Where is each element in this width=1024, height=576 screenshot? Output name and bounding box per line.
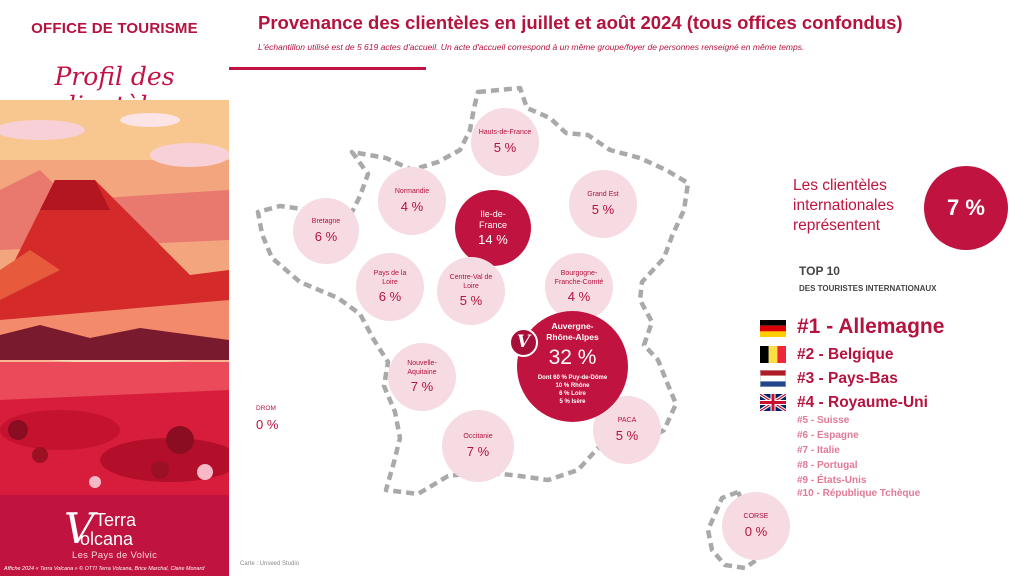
international-share-value: 7 % (947, 195, 985, 220)
region-detail: 5 % Isère (559, 399, 586, 405)
region-grand-est: Grand Est 5 % (569, 170, 637, 238)
uk-flag-icon (760, 394, 786, 411)
region-value: 4 % (400, 198, 424, 214)
region-name: Auvergne-Rhône-Alpes (546, 321, 599, 342)
region-value: 6 % (314, 228, 338, 244)
region-value: 0 % (744, 523, 768, 539)
region-value: 4 % (567, 289, 591, 304)
title-underline (229, 67, 426, 70)
top10-entry-4: #4 - Royaume-Uni (797, 394, 928, 411)
brand-tagline: Les Pays de Volvic (72, 550, 158, 561)
region-detail: 10 % Rhône (555, 383, 590, 389)
top10-entry-2: #2 - Belgique (797, 346, 894, 363)
international-share-badge: 7 % (924, 166, 1008, 250)
region-name: Nouvelle-Aquitaine (407, 360, 437, 376)
region-hauts-de-france: Hauts-de-France 5 % (471, 108, 539, 176)
page-title: Provenance des clientèles en juillet et … (258, 12, 903, 33)
region-value: 5 % (459, 293, 483, 308)
region-pays-de-la-loire: Pays de la Loire 6 % (356, 253, 424, 321)
volvic-logo-badge: V (509, 328, 538, 357)
region-normandie: Normandie 4 % (378, 167, 446, 235)
region-value: 7 % (410, 379, 434, 394)
region-name: Grand Est (587, 191, 619, 199)
region-detail: Dont 60 % Puy-de-Dôme (537, 375, 608, 381)
office-title: OFFICE DE TOURISME (31, 20, 198, 37)
region-name: Pays de la Loire (373, 270, 407, 286)
netherlands-flag-icon (760, 370, 786, 387)
top10-entry-7: #7 - Italie (797, 445, 840, 456)
region-value: 5 % (493, 139, 517, 155)
region-name: Occitanie (463, 433, 493, 441)
region-occitanie: Occitanie 7 % (442, 410, 514, 482)
region-value: 32 % (548, 346, 597, 369)
poster-credit: Affiche 2024 « Terra Volcana » © OTTI Te… (4, 566, 205, 572)
brand-name-line1: Terra (95, 510, 137, 530)
region-name: Normandie (394, 188, 430, 196)
left-panel: OFFICE DE TOURISME Profil des clientèles… (0, 0, 229, 576)
top10-title: TOP 10 (799, 264, 840, 278)
top10-entry-1: #1 - Allemagne (797, 315, 945, 338)
region-name: CORSE (743, 513, 769, 521)
region-corse: CORSE 0 % (722, 492, 790, 560)
region-ile-de-france: Ile-de-France 14 % (455, 190, 531, 266)
top10-entry-9: #9 - États-Unis (797, 475, 867, 486)
region-name: Centre-Val de Loire (449, 274, 493, 290)
region-centre-val-de-loire: Centre-Val de Loire 5 % (437, 257, 505, 325)
region-name: PACA (617, 417, 637, 425)
drom-label: DROM (256, 405, 276, 412)
region-bretagne: Bretagne 6 % (293, 198, 359, 264)
map-credit: Carte : Unseed Studio (240, 561, 300, 567)
region-value: 5 % (615, 427, 639, 443)
belgium-flag-icon (760, 346, 786, 363)
page-subtitle: L'échantillon utilisé est de 5 619 actes… (258, 42, 805, 52)
region-value: 7 % (466, 443, 490, 459)
region-name: Hauts-de-France (478, 129, 532, 137)
top10-entry-8: #8 - Portugal (797, 460, 858, 471)
top10-entry-5: #5 - Suisse (797, 415, 850, 426)
region-name: Bourgogne-Franche-Comté (554, 270, 604, 286)
region-value: 5 % (591, 201, 615, 217)
top10-entry-10: #10 - République Tchèque (797, 488, 921, 499)
brand-name-line2: olcana (80, 529, 134, 549)
top10-entry-3: #3 - Pays-Bas (797, 370, 898, 387)
region-detail: 6 % Loire (559, 391, 586, 397)
region-nouvelle-aquitaine: Nouvelle-Aquitaine 7 % (388, 343, 456, 411)
terra-volcana-logo-letter: V (64, 504, 95, 553)
volcano-landscape-illustration (0, 100, 229, 505)
germany-flag-icon (760, 320, 786, 337)
top10-subtitle: DES TOURISTES INTERNATIONAUX (799, 284, 937, 293)
international-share-text: Les clientèles internationales représent… (793, 177, 894, 234)
brand-box (0, 502, 229, 576)
region-bourgogne-franche-comte: Bourgogne-Franche-Comté 4 % (545, 253, 613, 321)
region-name: Ile-de-France (478, 209, 507, 230)
region-auvergne-rhone-alpes: Auvergne-Rhône-Alpes 32 % Dont 60 % Puy-… (517, 311, 628, 422)
region-value: 14 % (478, 232, 508, 247)
top10-entry-6: #6 - Espagne (797, 430, 859, 441)
region-name: Bretagne (311, 218, 341, 226)
region-value: 6 % (378, 289, 402, 304)
france-border (255, 85, 691, 497)
drom-value: 0 % (256, 417, 279, 432)
